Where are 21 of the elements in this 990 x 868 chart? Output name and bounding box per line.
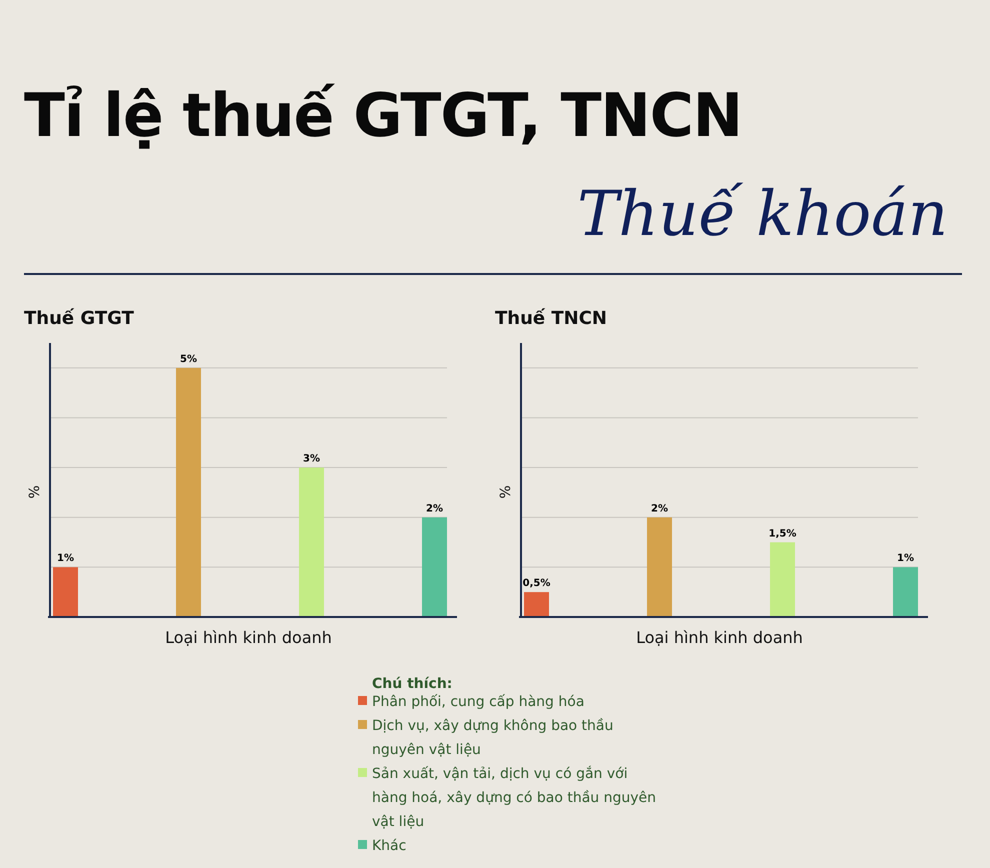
chart-title: Thuế GTGT: [24, 308, 135, 329]
text: Tỉ lệ thuế GTGT, TNCN: [24, 81, 742, 151]
y-axis-title: %: [498, 485, 514, 499]
legend-label: Dịch vụ, xây dựng không bao thầu nguyên vật liệu: [372, 718, 614, 758]
data-label: 3%: [303, 454, 320, 465]
chart-title: Thuế TNCN: [495, 308, 607, 329]
data-label: 1%: [57, 553, 74, 564]
legend-label: Khác: [372, 838, 406, 854]
data-label: 0,5%: [522, 578, 550, 590]
data-label: 1,5%: [768, 528, 796, 540]
legend-label: Sản xuất, vận tải, dịch vụ có gắn với hàng hoá, xây dựng có bao thầu nguyên vật liệu: [372, 765, 656, 830]
data-label: 1%: [897, 553, 914, 564]
data-label: 2%: [426, 503, 443, 514]
x-axis-title: Loại hình kinh doanh: [636, 628, 803, 647]
legend-label: Phân phối, cung cấp hàng hóa: [372, 694, 584, 710]
legend-title: Chú thích:: [372, 676, 452, 692]
x-axis-title: Loại hình kinh doanh: [165, 628, 332, 647]
text: Thuế khoán: [577, 177, 948, 250]
data-label: 2%: [651, 503, 668, 514]
data-label: 5%: [180, 354, 197, 365]
y-axis-title: %: [27, 485, 43, 499]
